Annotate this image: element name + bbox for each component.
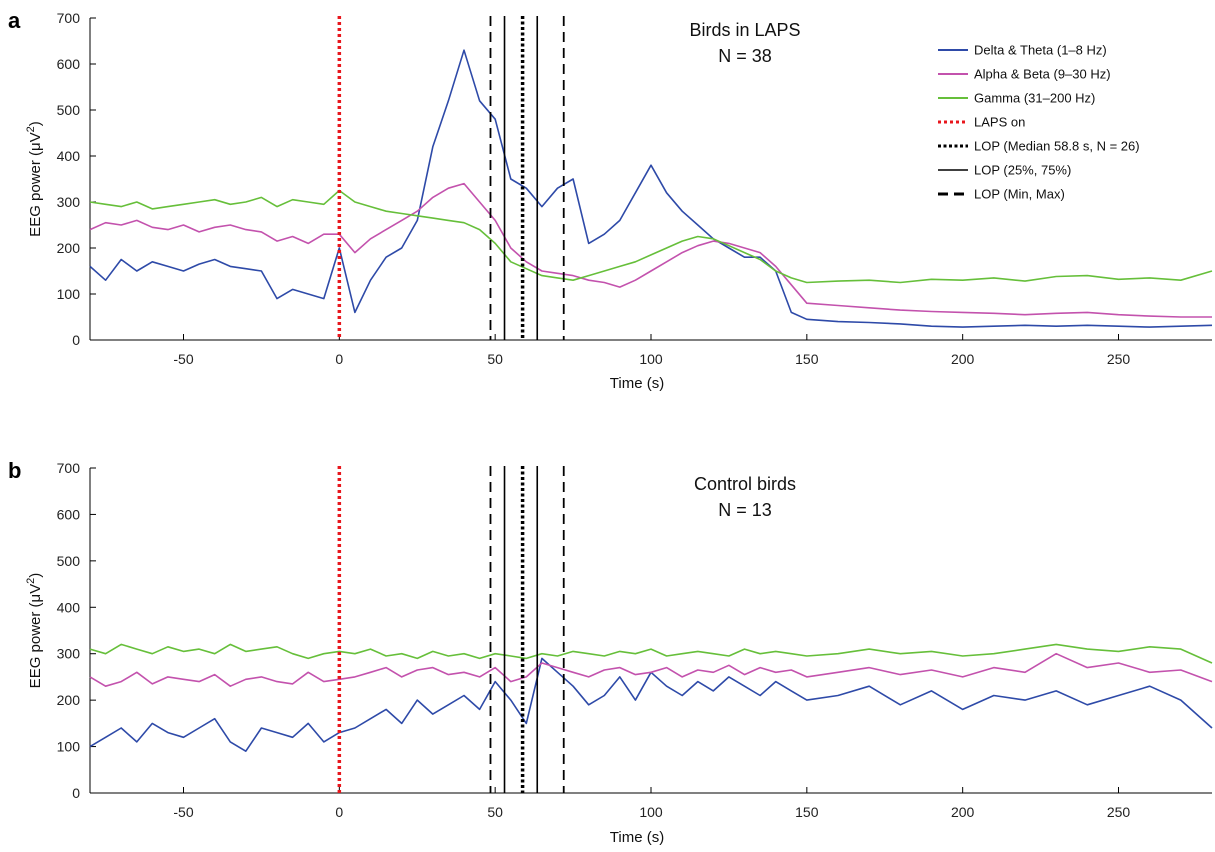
x-tick-label: -50	[173, 804, 193, 820]
y-tick-label: 0	[72, 785, 80, 801]
x-tick-label: 0	[335, 804, 343, 820]
panel-letter: a	[8, 8, 21, 33]
x-tick-label: 100	[639, 804, 663, 820]
x-tick-label: 50	[487, 351, 503, 367]
legend-label: Delta & Theta (1–8 Hz)	[974, 43, 1107, 58]
y-tick-label: 300	[57, 646, 81, 662]
y-tick-label: 100	[57, 739, 81, 755]
y-tick-label: 400	[57, 599, 81, 615]
legend-label: LAPS on	[974, 115, 1025, 130]
y-tick-label: 0	[72, 332, 80, 348]
y-tick-label: 300	[57, 194, 81, 210]
y-tick-label: 200	[57, 692, 81, 708]
y-tick-label: 200	[57, 240, 81, 256]
x-tick-label: 0	[335, 351, 343, 367]
y-axis-label: EEG power (μV2)	[25, 573, 44, 689]
x-tick-label: 100	[639, 351, 663, 367]
panel-annotation: Birds in LAPS	[689, 20, 800, 40]
y-tick-label: 700	[57, 460, 81, 476]
panel-b: 0 100 200 300 400 500 600 700 -50 0 50 100 150 200 250…	[8, 458, 1213, 846]
panel-annotation: N = 38	[718, 46, 772, 66]
y-tick-label: 600	[57, 56, 81, 72]
x-axis-label: Time (s)	[610, 829, 664, 846]
legend: Delta & Theta (1–8 Hz) Alpha & Beta (9–30…	[938, 43, 1140, 202]
x-tick-label: 200	[951, 804, 975, 820]
series-line-1	[89, 182, 1212, 318]
y-tick-label: 700	[57, 10, 81, 26]
x-tick-label: -50	[173, 351, 193, 367]
series-line-1	[89, 652, 1213, 688]
y-tick-label: 400	[57, 148, 81, 164]
panel-letter: b	[8, 458, 21, 483]
x-tick-label: 150	[795, 804, 819, 820]
series-line-2	[89, 643, 1213, 664]
x-tick-label: 250	[1107, 351, 1131, 367]
series-line-2	[89, 189, 1213, 284]
legend-label: Gamma (31–200 Hz)	[974, 91, 1095, 106]
x-tick-label: 250	[1107, 804, 1131, 820]
y-axis-label: EEG power (μV2)	[25, 121, 44, 237]
x-tick-label: 50	[487, 804, 503, 820]
panel-a: 0 100 200 300 400 500 600 700 -50 0 50 100 150 200 250…	[8, 8, 1213, 392]
y-tick-label: 600	[57, 506, 81, 522]
legend-label: LOP (25%, 75%)	[974, 163, 1071, 178]
y-tick-label: 500	[57, 553, 81, 569]
x-tick-label: 150	[795, 351, 819, 367]
legend-label: LOP (Min, Max)	[974, 187, 1065, 202]
panel-annotation: Control birds	[694, 474, 796, 494]
legend-label: LOP (Median 58.8 s, N = 26)	[974, 139, 1140, 154]
x-tick-label: 200	[951, 351, 975, 367]
y-tick-label: 100	[57, 286, 81, 302]
panel-annotation: N = 13	[718, 500, 772, 520]
series-line-0	[89, 49, 1213, 328]
x-axis-label: Time (s)	[610, 375, 664, 392]
y-tick-label: 500	[57, 102, 81, 118]
legend-label: Alpha & Beta (9–30 Hz)	[974, 67, 1111, 82]
